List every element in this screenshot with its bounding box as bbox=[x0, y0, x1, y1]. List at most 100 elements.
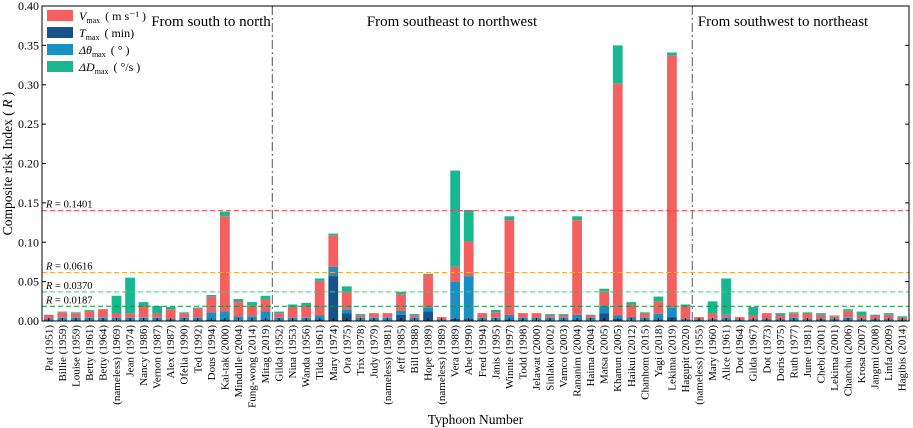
bar-V-57 bbox=[816, 314, 826, 319]
bar-D-22 bbox=[341, 286, 352, 292]
legend-swatch-A bbox=[47, 44, 73, 55]
x-tick-label: Alex (1987) bbox=[165, 325, 177, 379]
x-tick-label: Betty (1964) bbox=[97, 325, 109, 381]
bar-V-58 bbox=[829, 316, 840, 319]
bar-D-28 bbox=[423, 273, 433, 275]
x-tick-label: Jangmi (2008) bbox=[870, 325, 882, 389]
bar-D-62 bbox=[883, 313, 894, 315]
bar-D-19 bbox=[301, 302, 312, 307]
y-tick-label: 0.05 bbox=[18, 275, 39, 289]
bar-D-20 bbox=[314, 278, 325, 281]
region-title: From south to north bbox=[151, 14, 271, 30]
bar-D-8 bbox=[152, 306, 163, 314]
bar-D-44 bbox=[639, 312, 650, 314]
x-tick-label: Lekima (2001) bbox=[829, 325, 841, 391]
bar-D-21 bbox=[328, 233, 339, 236]
x-tick-label: Nina (1953) bbox=[287, 325, 299, 379]
bar-V-26 bbox=[396, 294, 406, 311]
bar-A-13 bbox=[220, 311, 230, 320]
x-tick-label: Chebi (2001) bbox=[815, 325, 827, 384]
bar-A-22 bbox=[341, 309, 352, 314]
bar-D-39 bbox=[572, 216, 582, 221]
bar-V-1 bbox=[57, 312, 68, 318]
bar-D-4 bbox=[98, 309, 108, 310]
bar-A-30 bbox=[450, 281, 461, 319]
x-tick-label: Dous (1994) bbox=[206, 325, 218, 381]
y-tick-label: 0.35 bbox=[18, 38, 39, 52]
bar-V-56 bbox=[802, 313, 813, 319]
bar-V-59 bbox=[843, 310, 853, 318]
bar-V-44 bbox=[639, 313, 650, 318]
bar-D-26 bbox=[396, 291, 406, 295]
x-tick-label: Hope (1989) bbox=[423, 325, 435, 381]
x-tick-label: Alice (1961) bbox=[721, 325, 733, 381]
bar-D-45 bbox=[653, 296, 664, 302]
bar-V-15 bbox=[247, 305, 257, 317]
bar-V-8 bbox=[152, 313, 163, 318]
x-tick-label: Hagibis (2014) bbox=[897, 325, 909, 392]
bar-D-23 bbox=[355, 313, 366, 315]
bar-V-19 bbox=[301, 306, 312, 318]
bar-V-36 bbox=[531, 313, 542, 318]
region-title: From southwest to northeast bbox=[698, 14, 869, 30]
x-tick-label: (nameless) (1989) bbox=[436, 325, 448, 405]
bar-V-32 bbox=[477, 313, 488, 318]
bar-D-24 bbox=[369, 313, 379, 314]
bar-V-61 bbox=[870, 315, 881, 319]
threshold-label: R = 0.0616 bbox=[45, 261, 92, 272]
bar-D-9 bbox=[165, 306, 176, 310]
y-tick-label: 0.00 bbox=[18, 314, 39, 328]
bar-V-50 bbox=[721, 314, 731, 318]
x-tick-label: Louise (1959) bbox=[70, 325, 82, 387]
bar-A-28 bbox=[423, 307, 433, 312]
bar-V-52 bbox=[748, 315, 759, 319]
x-tick-label: Chanhom (2015) bbox=[639, 325, 651, 400]
bar-D-16 bbox=[260, 295, 271, 299]
x-tick-label: Linfa (2009) bbox=[883, 325, 895, 381]
bar-D-53 bbox=[761, 313, 772, 314]
x-tick-label: Doris (1975) bbox=[775, 325, 787, 382]
bar-D-11 bbox=[192, 307, 203, 309]
legend-entry-T: Tmax( min) bbox=[79, 26, 134, 42]
bar-D-5 bbox=[111, 295, 122, 314]
x-tick-label: Fung-wong (2014) bbox=[246, 325, 258, 408]
bar-V-9 bbox=[165, 309, 176, 319]
bar-D-2 bbox=[70, 312, 81, 314]
bar-V-46 bbox=[667, 55, 677, 308]
x-tick-label: Gilda (1967) bbox=[748, 325, 760, 382]
legend-entry-D: ΔDmax( °/s ) bbox=[78, 60, 140, 76]
bar-V-55 bbox=[788, 313, 799, 318]
bar-D-52 bbox=[748, 306, 759, 316]
x-tick-label: Chanchu (2006) bbox=[843, 325, 855, 397]
x-tick-label: Ofelia (1990) bbox=[179, 325, 191, 385]
bar-A-16 bbox=[260, 311, 271, 320]
bar-A-42 bbox=[612, 315, 623, 319]
x-tick-label: Khanun (2005) bbox=[612, 325, 624, 392]
bar-V-14 bbox=[233, 302, 244, 317]
x-tick-label: Ora (1975) bbox=[341, 325, 353, 374]
x-tick-label: Lekima (2019) bbox=[666, 325, 678, 391]
x-tick-label: Jean (1974) bbox=[125, 325, 137, 377]
y-tick-label: 0.10 bbox=[18, 235, 39, 249]
bar-A-34 bbox=[504, 314, 515, 320]
x-tick-label: Kai-tak (2000) bbox=[219, 325, 231, 390]
bar-D-40 bbox=[585, 314, 596, 316]
legend-entry-V: Vmax( m s⁻¹ ) bbox=[79, 9, 146, 25]
bar-D-51 bbox=[734, 317, 745, 318]
region-title: From southeast to northwest bbox=[367, 14, 538, 30]
bar-V-45 bbox=[653, 301, 664, 314]
bar-V-13 bbox=[220, 216, 230, 312]
bar-D-43 bbox=[626, 302, 637, 305]
bar-V-20 bbox=[314, 280, 325, 316]
bar-V-41 bbox=[599, 291, 610, 307]
bar-D-14 bbox=[233, 298, 244, 303]
x-tick-label: Jeff (1985) bbox=[395, 325, 407, 374]
bar-D-47 bbox=[680, 304, 691, 307]
x-tick-label: Sinlaku (2002) bbox=[545, 325, 557, 391]
bar-D-1 bbox=[57, 311, 68, 313]
bar-T-22 bbox=[341, 313, 352, 321]
x-tick-label: Matsa (2005) bbox=[599, 325, 611, 384]
bar-D-7 bbox=[138, 302, 149, 307]
threshold-label: R = 0.0187 bbox=[45, 295, 92, 306]
bar-V-42 bbox=[612, 83, 623, 316]
